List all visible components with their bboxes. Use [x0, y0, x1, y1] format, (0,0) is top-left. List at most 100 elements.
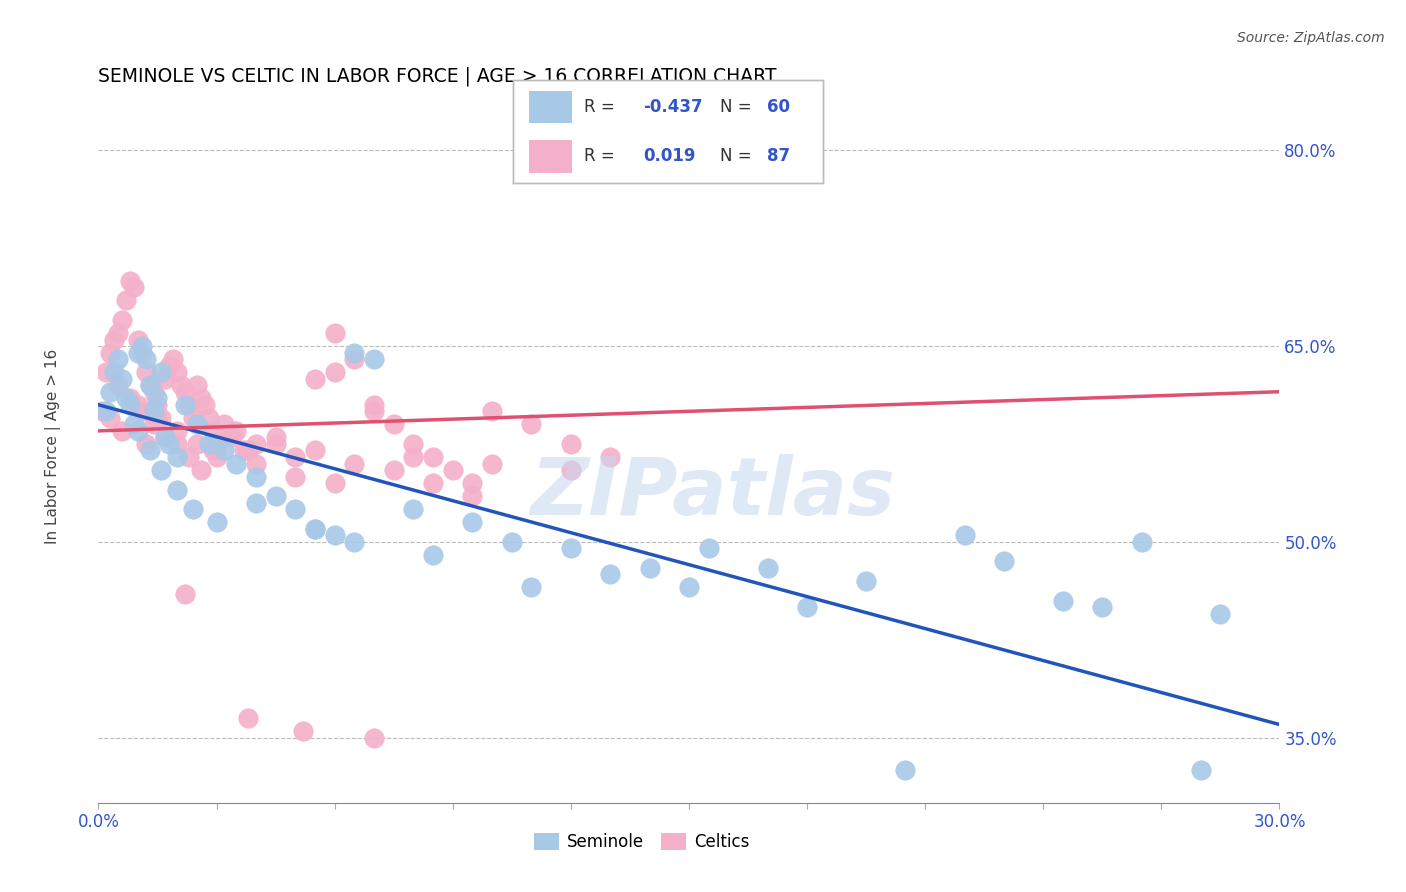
Point: [194, 398, 217, 412]
Point: [201, 443, 224, 458]
Bar: [529, 140, 572, 173]
Point: [1209, 607, 1232, 621]
Point: [560, 437, 582, 451]
Point: [181, 502, 204, 516]
Point: [166, 365, 188, 379]
Point: [1189, 763, 1212, 777]
Point: [118, 274, 141, 288]
Point: [174, 587, 197, 601]
Point: [953, 528, 976, 542]
Point: [118, 391, 141, 405]
Point: [107, 326, 129, 340]
Point: [638, 561, 661, 575]
Point: [304, 522, 326, 536]
Legend: Seminole, Celtics: Seminole, Celtics: [527, 826, 756, 858]
Point: [122, 417, 145, 432]
Text: ZIPatlas: ZIPatlas: [530, 454, 896, 532]
Text: In Labor Force | Age > 16: In Labor Force | Age > 16: [45, 349, 62, 543]
Point: [107, 352, 129, 367]
Text: N =: N =: [720, 147, 758, 165]
Point: [174, 398, 197, 412]
Point: [103, 333, 125, 347]
Point: [177, 398, 200, 412]
Point: [142, 384, 165, 399]
Point: [142, 417, 165, 432]
Point: [501, 534, 523, 549]
Point: [422, 548, 444, 562]
Point: [166, 437, 188, 451]
Text: 60: 60: [766, 98, 790, 116]
Point: [264, 437, 287, 451]
Point: [323, 326, 346, 340]
Point: [96, 404, 118, 418]
Text: R =: R =: [585, 98, 620, 116]
Point: [138, 378, 160, 392]
Point: [111, 313, 134, 327]
Point: [422, 476, 444, 491]
Bar: [529, 91, 572, 123]
Point: [560, 463, 582, 477]
Point: [131, 404, 153, 418]
Point: [201, 424, 224, 438]
Point: [520, 581, 543, 595]
Point: [245, 457, 267, 471]
Point: [599, 567, 621, 582]
Point: [993, 554, 1015, 568]
Point: [197, 410, 219, 425]
Point: [422, 450, 444, 464]
Point: [150, 463, 173, 477]
Point: [103, 365, 125, 379]
Point: [135, 365, 157, 379]
Point: [177, 450, 200, 464]
Point: [284, 502, 307, 516]
Point: [402, 437, 425, 451]
Point: [363, 731, 385, 745]
Point: [174, 384, 197, 399]
Point: [98, 410, 121, 425]
Point: [205, 450, 228, 464]
Point: [155, 430, 177, 444]
Point: [162, 352, 184, 367]
Point: [131, 345, 153, 359]
Point: [304, 443, 326, 458]
Point: [461, 476, 484, 491]
Point: [111, 372, 134, 386]
Point: [382, 463, 405, 477]
Point: [138, 443, 160, 458]
Point: [323, 476, 346, 491]
Point: [402, 450, 425, 464]
Point: [678, 581, 700, 595]
Point: [98, 345, 121, 359]
Point: [323, 365, 346, 379]
Point: [221, 430, 243, 444]
Point: [186, 417, 208, 432]
Point: [284, 469, 307, 483]
Point: [245, 437, 267, 451]
Point: [150, 410, 173, 425]
Point: [481, 404, 503, 418]
Point: [127, 333, 149, 347]
Point: [190, 391, 212, 405]
Point: [197, 437, 219, 451]
Point: [1052, 593, 1074, 607]
Point: [481, 457, 503, 471]
Point: [91, 404, 114, 418]
Point: [214, 430, 236, 444]
Point: [205, 437, 228, 451]
Point: [150, 365, 173, 379]
Point: [127, 424, 149, 438]
Text: 87: 87: [766, 147, 790, 165]
Point: [166, 483, 188, 497]
Point: [157, 359, 180, 373]
Point: [107, 378, 129, 392]
Point: [363, 398, 385, 412]
Point: [146, 391, 169, 405]
Point: [1130, 534, 1153, 549]
Point: [245, 496, 267, 510]
Point: [186, 378, 208, 392]
Point: [111, 424, 134, 438]
Point: [264, 430, 287, 444]
Point: [155, 430, 177, 444]
Point: [323, 528, 346, 542]
Point: [186, 437, 208, 451]
